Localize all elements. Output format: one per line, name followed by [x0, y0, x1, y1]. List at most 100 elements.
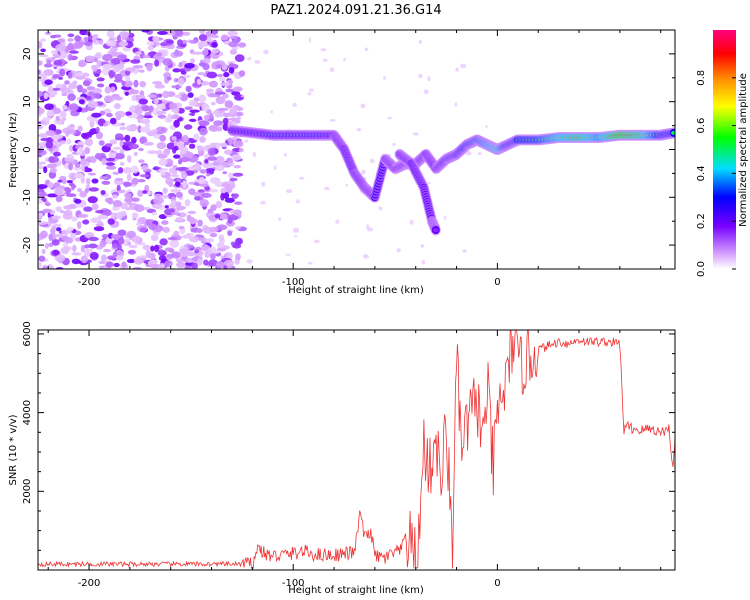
- spectrogram-cell: [231, 154, 242, 161]
- spectrogram-cell: [199, 169, 207, 174]
- spectrogram-cell: [58, 50, 67, 58]
- spectrogram-cell: [360, 103, 366, 109]
- spectrogram-cell: [202, 63, 210, 71]
- spectrogram-cell: [106, 30, 115, 38]
- spectrogram-cell: [120, 210, 127, 217]
- spectrogram-cell: [118, 41, 129, 47]
- spectrogram-cell: [65, 193, 77, 198]
- spectrogram-cell: [198, 183, 210, 187]
- spectrogram-cell: [197, 189, 206, 193]
- spectrogram-cell: [189, 109, 200, 113]
- spectrogram-cell: [387, 116, 392, 120]
- spectrogram-cell: [112, 194, 118, 199]
- spectrogram-cell: [76, 221, 82, 230]
- spectrogram-cell: [184, 62, 195, 69]
- spectrogram-cell: [219, 213, 228, 220]
- spectrogram-cell: [443, 215, 447, 220]
- spectrogram-cell: [283, 153, 288, 157]
- spectrogram-cell: [104, 86, 112, 94]
- spectrogram-cell: [364, 47, 369, 52]
- spectrogram-cell: [137, 217, 147, 225]
- spectrogram-cell: [178, 248, 189, 255]
- spectrogram-xtick-label: 0: [494, 277, 500, 288]
- spectrogram-cell: [85, 32, 92, 36]
- spectrogram-cell: [94, 73, 100, 78]
- spectrogram-cell: [40, 38, 47, 42]
- spectrogram-cell: [71, 216, 78, 222]
- spectrogram-cell: [83, 41, 93, 47]
- spectrogram-ytick-label: 0: [22, 146, 33, 152]
- spectrogram-cell: [184, 106, 193, 110]
- spectrogram-cell: [84, 166, 89, 170]
- spectrogram-cell: [154, 84, 165, 89]
- spectrogram-cell: [44, 243, 49, 249]
- colorbar-tick-label: 0.8: [696, 70, 707, 86]
- snr-xtick-label: -200: [78, 578, 101, 589]
- spectrogram-cell: [45, 202, 51, 207]
- spectrogram-cell: [197, 219, 203, 227]
- spectrogram-cell: [207, 156, 218, 161]
- spectrogram-cell: [99, 240, 107, 248]
- spectrogram-cell: [105, 143, 113, 148]
- spectrogram-cell: [55, 43, 66, 52]
- spectrogram-cell: [208, 80, 218, 88]
- spectrogram-cell: [215, 261, 225, 269]
- spectrogram-cell: [343, 57, 346, 62]
- spectrogram-cell: [144, 123, 151, 128]
- spectrogram-cell: [229, 49, 237, 55]
- spectrogram-cell: [87, 101, 99, 108]
- spectrogram-cell: [76, 72, 84, 77]
- spectrogram-cell: [120, 122, 126, 126]
- spectrogram-cell: [181, 171, 188, 179]
- spectrogram-cell: [122, 167, 133, 174]
- spectrogram-cell: [124, 192, 132, 199]
- spectrogram-cell: [98, 39, 104, 45]
- spectrogram-cell: [142, 190, 148, 194]
- spectrogram-cell: [131, 212, 139, 219]
- spectrogram-cell: [174, 94, 183, 99]
- spectrogram-cell: [136, 222, 141, 226]
- spectrogram-cell: [224, 197, 235, 203]
- spectrogram-cell: [197, 257, 203, 266]
- spectrogram-cell: [38, 60, 43, 66]
- colorbar: 0.0 0.2 0.4 0.6 0.8 Normalized spectral ampl…: [696, 30, 749, 277]
- spectrogram-cell: [73, 41, 84, 49]
- spectrogram-xtick-label: -200: [78, 277, 101, 288]
- spectrogram-cell: [164, 260, 173, 268]
- spectrogram-cell: [68, 163, 74, 171]
- spectrogram-cell: [158, 158, 168, 166]
- spectrogram-cell: [206, 71, 218, 79]
- spectrogram-cell: [233, 165, 241, 169]
- spectrogram-cell: [101, 180, 111, 185]
- spectrogram-cell: [38, 160, 42, 168]
- spectrogram-cell: [59, 68, 66, 77]
- spectrogram-cell: [244, 139, 249, 143]
- spectrogram-cell: [67, 53, 73, 61]
- spectrogram-cell: [182, 134, 189, 142]
- spectrogram-cell: [187, 244, 194, 249]
- spectrogram-cell: [64, 80, 70, 85]
- spectrogram-cell: [40, 161, 46, 165]
- spectrogram-cell: [182, 180, 187, 188]
- spectrogram-cell: [193, 133, 200, 141]
- spectrogram-cell: [148, 105, 154, 113]
- spectrogram-cell: [223, 192, 230, 199]
- spectrogram-cell: [222, 171, 228, 175]
- spectrogram-cell: [307, 261, 313, 265]
- spectrogram-cell: [178, 225, 185, 230]
- snr-series-line: [38, 330, 675, 570]
- spectrogram-cell: [216, 224, 228, 231]
- spectrogram-cell: [153, 197, 164, 205]
- spectrogram-cell: [81, 132, 88, 139]
- spectrogram-cell: [150, 234, 159, 242]
- spectrogram-cell: [173, 154, 181, 159]
- spectrogram-xtick-label: -100: [282, 277, 305, 288]
- spectrogram-cell: [125, 111, 132, 116]
- spectrogram-cell: [105, 40, 117, 47]
- spectrogram-cell: [186, 257, 194, 264]
- spectrogram-cell: [128, 143, 139, 150]
- spectrogram-cell: [164, 247, 174, 252]
- spectrogram-cell: [80, 255, 88, 264]
- spectrogram-cell: [40, 230, 48, 239]
- spectrogram-cell: [44, 103, 54, 110]
